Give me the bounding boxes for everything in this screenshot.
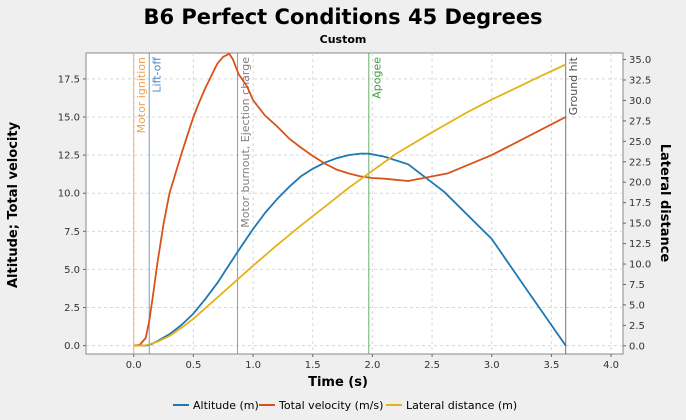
axis-ticks: 0.0 0.5 1.0 1.5 2.0 2.5 3.0 3.5 4.0 0.0 2.5 5.0 7.5 1… (58, 55, 652, 371)
event-label: Apogee (370, 57, 383, 99)
y-right-tick-label: 10.0 (629, 260, 651, 271)
x-tick-label: 4.0 (603, 360, 619, 371)
y-right-tick-label: 2.5 (629, 321, 645, 332)
series-lines (133, 52, 567, 347)
y-left-tick-label: 2.5 (64, 303, 80, 314)
x-tick-label: 0.0 (126, 360, 142, 371)
x-tick-label: 1.0 (245, 360, 261, 371)
legend: Altitude (m) Total velocity (m/s) Lateral … (173, 399, 517, 412)
x-tick-label: 2.0 (364, 360, 380, 371)
event-label: Lift-off (151, 57, 164, 93)
y-right-tick-label: 22.5 (629, 157, 651, 168)
y-axis-left-label: Altitude; Total velocity (6, 121, 21, 288)
y-right-tick-label: 32.5 (629, 75, 651, 86)
y-left-tick-label: 17.5 (58, 74, 80, 85)
y-right-tick-label: 27.5 (629, 116, 651, 127)
y-left-tick-label: 12.5 (58, 151, 80, 162)
y-left-tick-label: 5.0 (64, 265, 80, 276)
chart-title: B6 Perfect Conditions 45 Degrees (143, 5, 542, 29)
x-tick-label: 2.5 (424, 360, 440, 371)
y-right-tick-label: 12.5 (629, 239, 651, 250)
event-label: Motor ignition (135, 57, 148, 133)
y-right-tick-label: 17.5 (629, 198, 651, 209)
series-line (133, 152, 567, 347)
y-left-tick-label: 15.0 (58, 113, 80, 124)
event-label: Ground hit (567, 56, 580, 115)
y-right-tick-label: 0.0 (629, 341, 645, 352)
legend-entry: Lateral distance (m) (406, 399, 517, 412)
series-line (133, 52, 567, 347)
event-label: Motor burnout, Ejection charge (239, 57, 252, 228)
x-tick-label: 3.5 (543, 360, 559, 371)
x-tick-label: 0.5 (185, 360, 201, 371)
y-right-tick-label: 35.0 (629, 55, 651, 66)
series-line (133, 63, 567, 347)
y-right-tick-label: 7.5 (629, 280, 645, 291)
legend-entry: Altitude (m) (193, 399, 259, 412)
y-right-tick-label: 15.0 (629, 219, 651, 230)
y-right-tick-label: 30.0 (629, 96, 651, 107)
y-axis-right-label: Lateral distance (657, 144, 672, 263)
chart-subtitle: Custom (320, 33, 367, 46)
grid-lines (86, 53, 623, 354)
x-tick-label: 1.5 (305, 360, 321, 371)
x-axis-label: Time (s) (308, 375, 368, 390)
y-right-tick-label: 20.0 (629, 178, 651, 189)
plot-area (85, 52, 624, 355)
y-right-tick-label: 25.0 (629, 137, 651, 148)
y-left-tick-label: 7.5 (64, 227, 80, 238)
y-left-tick-label: 10.0 (58, 189, 80, 200)
x-tick-label: 3.0 (484, 360, 500, 371)
legend-entry: Total velocity (m/s) (278, 399, 383, 412)
y-right-tick-label: 5.0 (629, 300, 645, 311)
y-left-tick-label: 0.0 (64, 341, 80, 352)
flight-events: Motor ignition Lift-off Motor burnout, Eje… (133, 53, 580, 354)
